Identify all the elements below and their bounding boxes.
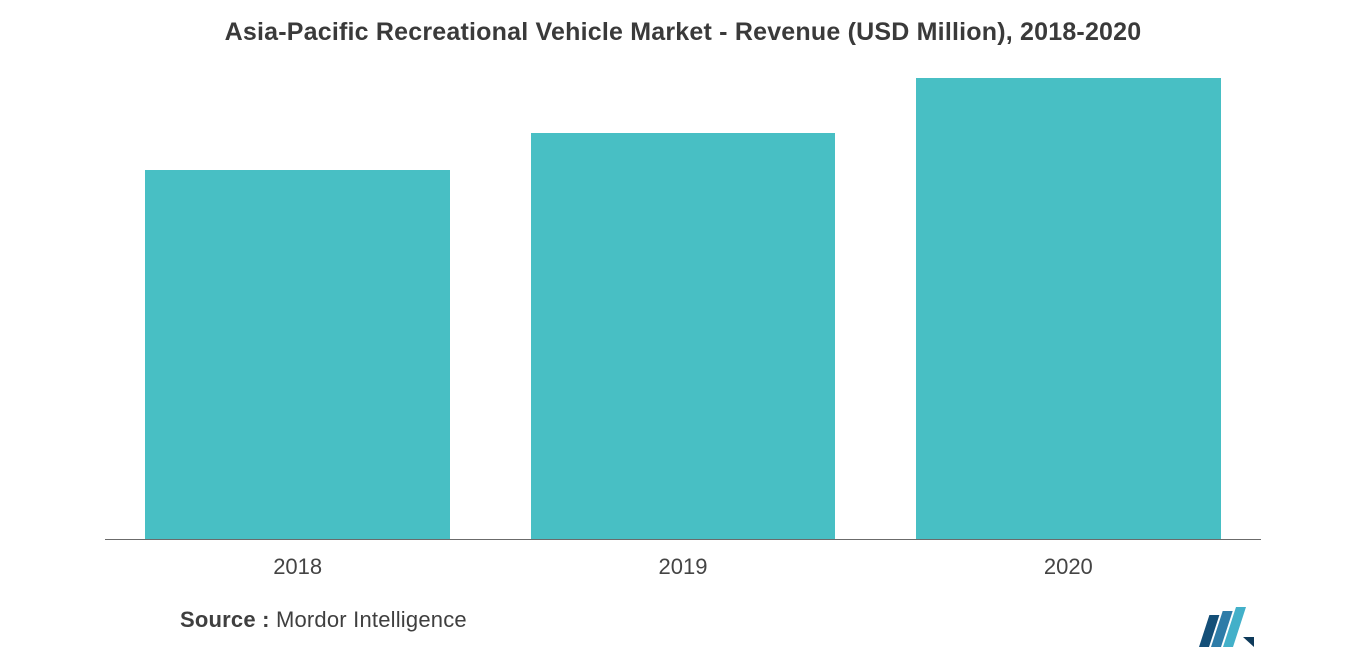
x-label: 2019 (490, 554, 875, 580)
mordor-logo-icon (1196, 607, 1254, 647)
source-value: Mordor Intelligence (276, 607, 467, 632)
bar-2018 (145, 170, 449, 539)
bars-group (105, 78, 1261, 539)
plot-area (105, 78, 1261, 540)
bar-2019 (531, 133, 835, 539)
bar-slot (490, 78, 875, 539)
bar-slot (876, 78, 1261, 539)
chart-title: Asia-Pacific Recreational Vehicle Market… (0, 0, 1366, 47)
x-axis-labels: 2018 2019 2020 (105, 554, 1261, 580)
bar-2020 (916, 78, 1220, 539)
chart-container: Asia-Pacific Recreational Vehicle Market… (0, 0, 1366, 655)
x-label: 2018 (105, 554, 490, 580)
logo-triangle (1243, 637, 1254, 647)
bar-slot (105, 78, 490, 539)
source-label: Source : (180, 607, 270, 632)
source-attribution: Source : Mordor Intelligence (180, 607, 467, 633)
x-label: 2020 (876, 554, 1261, 580)
